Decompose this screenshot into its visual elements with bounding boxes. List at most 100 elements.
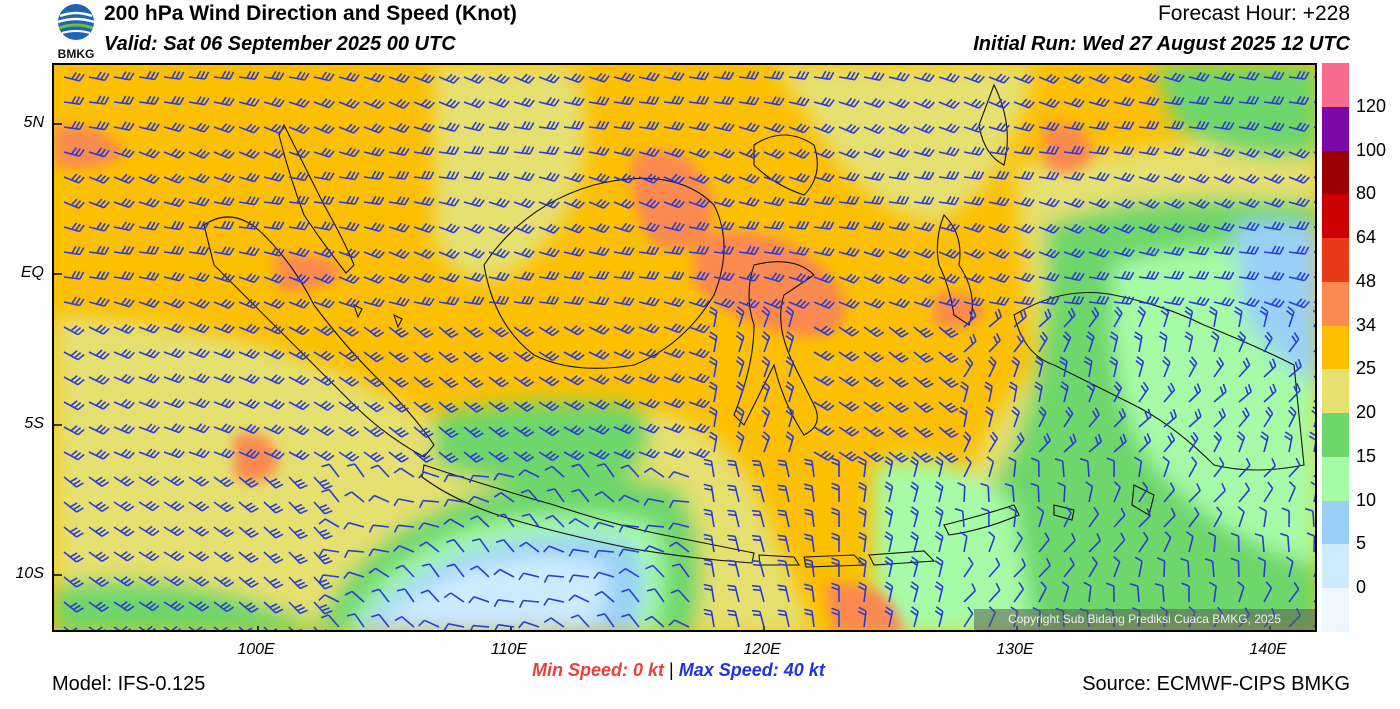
wind-barb	[1138, 96, 1160, 106]
wind-barb	[1163, 270, 1185, 280]
wind-barb	[1288, 173, 1310, 184]
wind-barb	[613, 246, 635, 256]
wind-barb	[1011, 356, 1020, 378]
wind-barb	[838, 451, 860, 462]
wind-barb	[988, 223, 1010, 234]
wind-barb	[888, 171, 910, 181]
wind-barb	[593, 549, 615, 559]
wind-barb	[1188, 507, 1200, 528]
wind-barb	[831, 507, 840, 527]
wind-barb	[663, 348, 685, 359]
wind-barb	[188, 423, 210, 434]
wind-barb	[963, 248, 985, 259]
wind-barb	[263, 123, 285, 134]
wind-barb	[1088, 271, 1110, 281]
wind-barb	[1213, 71, 1235, 82]
wind-barb	[443, 623, 465, 630]
wind-barb	[1163, 72, 1185, 83]
wind-barb	[513, 451, 535, 462]
wind-barb	[888, 273, 910, 285]
wind-barb	[813, 97, 835, 107]
wind-barb	[588, 374, 610, 385]
wind-barb	[588, 96, 610, 106]
wind-barb	[113, 348, 135, 360]
wind-barb	[263, 374, 285, 385]
speed-maxima	[54, 123, 1094, 630]
wind-barb	[1163, 95, 1185, 106]
wind-barb	[1113, 295, 1135, 305]
wind-barb	[138, 245, 160, 255]
wind-barb	[538, 270, 560, 281]
wind-barb	[638, 71, 660, 82]
wind-barb	[986, 456, 995, 478]
wind-barb	[1038, 557, 1051, 578]
wind-barb	[368, 524, 390, 533]
wind-barb	[1213, 222, 1235, 232]
wind-barb	[446, 538, 465, 553]
wind-barb	[521, 513, 540, 528]
wind-barb	[1238, 71, 1260, 81]
wind-barb	[1088, 433, 1103, 453]
wind-barb	[538, 450, 560, 462]
wind-barb	[321, 463, 340, 478]
wind-barb	[777, 609, 790, 628]
wind-barb	[1288, 581, 1300, 603]
wind-barb	[1188, 173, 1210, 184]
wind-barb	[1188, 431, 1199, 453]
wind-barb	[588, 324, 610, 335]
wind-barb	[88, 551, 110, 562]
wind-barb	[988, 196, 1010, 207]
wind-barb	[313, 195, 335, 205]
wind-barb	[413, 451, 434, 463]
wind-barb	[594, 590, 615, 603]
wind-barb	[1263, 95, 1285, 105]
wind-barb	[838, 376, 860, 387]
wind-barb	[213, 298, 235, 309]
wind-barb	[1063, 506, 1072, 528]
wind-barb	[343, 521, 365, 530]
wind-barb	[368, 567, 390, 578]
wind-barb	[1213, 198, 1235, 209]
wind-barb	[288, 324, 310, 336]
wind-barb	[545, 514, 565, 528]
wind-barb	[688, 271, 710, 281]
wind-barb	[1113, 306, 1123, 328]
wind-barb	[1188, 95, 1210, 105]
wind-barb	[488, 97, 510, 108]
speed-colorbar	[1322, 63, 1349, 633]
wind-barb	[468, 474, 490, 484]
wind-barb	[371, 613, 390, 628]
wind-barb	[777, 534, 790, 553]
wind-barb	[738, 148, 760, 159]
wind-barb	[518, 572, 540, 581]
wind-barb	[981, 507, 990, 528]
wind-barb	[538, 120, 560, 130]
wind-barb	[538, 247, 560, 258]
wind-barb	[751, 534, 765, 553]
wind-barb	[713, 197, 735, 208]
wind-barb	[663, 245, 685, 255]
wind-barb	[495, 539, 515, 553]
wind-barb	[163, 220, 185, 231]
wind-barb	[388, 426, 409, 438]
wind-barb	[1138, 508, 1152, 528]
lat-label-5n: 5N	[23, 114, 44, 131]
wind-barb	[1088, 97, 1110, 108]
wind-barb	[263, 526, 284, 539]
wind-barb	[338, 248, 360, 259]
wind-barb	[804, 558, 815, 578]
wind-barb	[708, 381, 718, 403]
wind-barb	[163, 122, 185, 133]
wind-barb	[838, 351, 860, 362]
wind-barb	[934, 506, 944, 528]
wind-barb	[1213, 383, 1227, 403]
wind-barb	[838, 171, 860, 182]
wind-barb	[138, 95, 160, 105]
wind-barb	[338, 123, 360, 134]
wind-barb	[238, 96, 260, 107]
wind-barb	[363, 401, 385, 413]
wind-barb	[1238, 221, 1260, 232]
wind-barb	[620, 464, 640, 478]
colorbar-label: 34	[1356, 314, 1377, 335]
wind-barb	[63, 222, 85, 233]
